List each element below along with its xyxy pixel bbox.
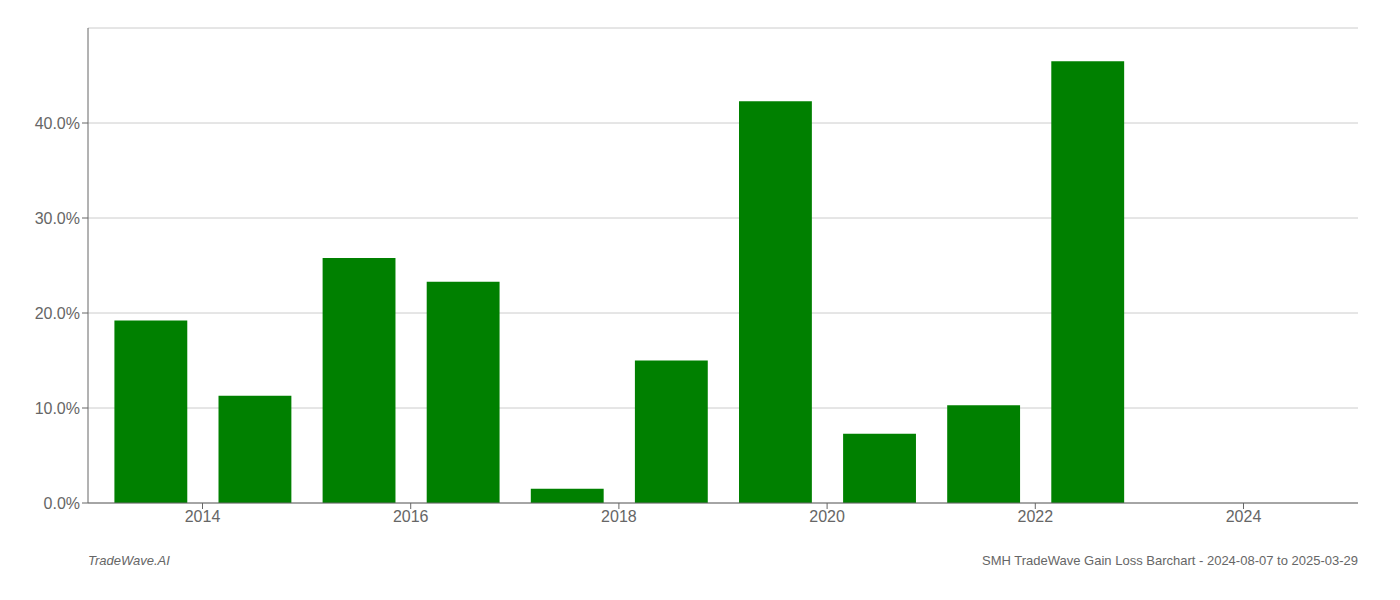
svg-text:20.0%: 20.0% [35,305,80,322]
svg-text:2022: 2022 [1017,508,1053,525]
svg-text:30.0%: 30.0% [35,210,80,227]
svg-text:0.0%: 0.0% [44,495,80,512]
svg-text:2020: 2020 [809,508,845,525]
svg-text:2016: 2016 [393,508,429,525]
svg-text:10.0%: 10.0% [35,400,80,417]
html-text:SMH TradeWave Gain Loss Barcha: SMH TradeWave Gain Loss Barchart - 2024-… [982,553,1358,568]
html-text:TradeWave.AI: TradeWave.AI [88,553,170,568]
svg-text:40.0%: 40.0% [35,115,80,132]
svg-text:2018: 2018 [601,508,637,525]
svg-text:2024: 2024 [1226,508,1262,525]
svg-text:2014: 2014 [185,508,221,525]
